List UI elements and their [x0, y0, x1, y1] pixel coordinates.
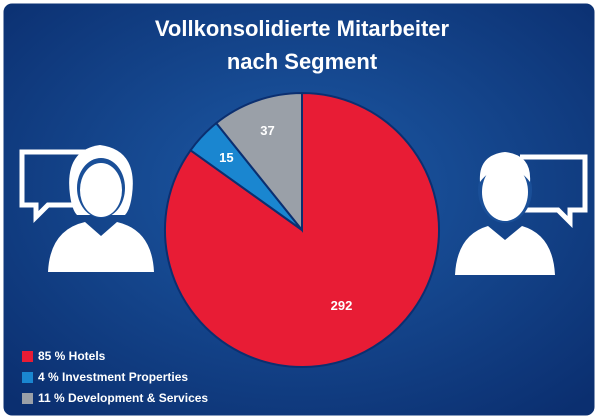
legend-swatch: [22, 372, 33, 383]
legend-label: 11 % Development & Services: [38, 391, 208, 405]
icon-woman: [19, 145, 154, 272]
icon-man: [455, 152, 588, 275]
data-label: 15: [219, 150, 233, 165]
legend-label: 4 % Investment Properties: [38, 370, 188, 384]
data-label: 37: [260, 123, 274, 138]
chart-title: Vollkonsolidierte Mitarbeiter: [155, 16, 450, 41]
pie: 292 15 37: [164, 91, 440, 368]
legend-swatch: [22, 393, 33, 404]
chart-title: nach Segment: [227, 49, 378, 74]
legend-label: 85 % Hotels: [38, 349, 106, 363]
pie-slice: [214, 91, 303, 233]
data-label: 292: [331, 298, 353, 313]
legend: 85 % Hotels 4 % Investment Properties 11 %…: [22, 349, 208, 405]
legend-swatch: [22, 351, 33, 362]
